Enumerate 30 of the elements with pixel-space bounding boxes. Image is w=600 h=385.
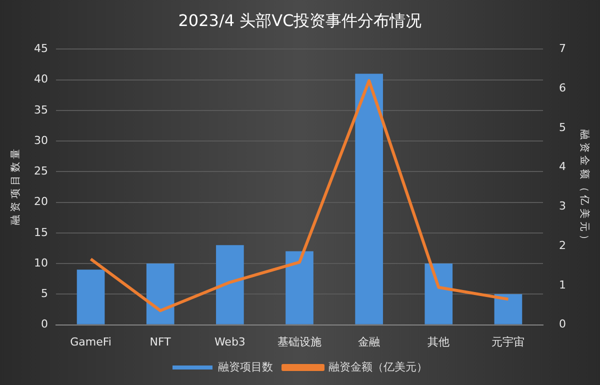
y2-tick-label: 2 [559, 238, 566, 252]
x-tick-label: Web3 [214, 335, 246, 348]
chart-title: 2023/4 头部VC投资事件分布情况 [178, 10, 422, 30]
y2-tick-label: 4 [559, 160, 566, 174]
x-tick-label: 基础设施 [278, 335, 322, 348]
y2-axis-title: 融 资 金 额 （ 亿 美 元 ） [578, 129, 590, 245]
y2-tick-label: 0 [559, 318, 566, 331]
y-axis-title: 融 资 项 目 数 量 [10, 149, 22, 225]
y2-tick-label: 3 [559, 200, 566, 213]
x-tick-label: 金融 [358, 335, 380, 348]
y-tick-label: 45 [34, 42, 48, 56]
x-tick-label: 其他 [428, 335, 450, 348]
y-tick-label: 20 [34, 195, 48, 208]
x-tick-label: 元宇宙 [492, 335, 525, 348]
y2-tick-label: 1 [559, 278, 566, 292]
y-tick-label: 30 [34, 134, 48, 147]
x-tick-label: GameFi [70, 335, 112, 348]
y-tick-label: 25 [34, 164, 48, 178]
y-tick-label: 0 [40, 318, 48, 331]
y-tick-label: 40 [34, 72, 48, 86]
y2-tick-label: 7 [559, 42, 566, 56]
legend-label: 融资项目数 [218, 360, 273, 374]
y-tick-label: 5 [40, 287, 48, 300]
x-tick-label: NFT [150, 335, 172, 348]
y2-tick-label: 5 [559, 120, 566, 134]
y-tick-label: 10 [34, 256, 48, 270]
y-tick-label: 35 [34, 103, 48, 116]
legend-label: 融资金额（亿美元） [328, 360, 428, 374]
y2-tick-label: 6 [559, 81, 566, 94]
y-tick-label: 15 [34, 226, 48, 239]
